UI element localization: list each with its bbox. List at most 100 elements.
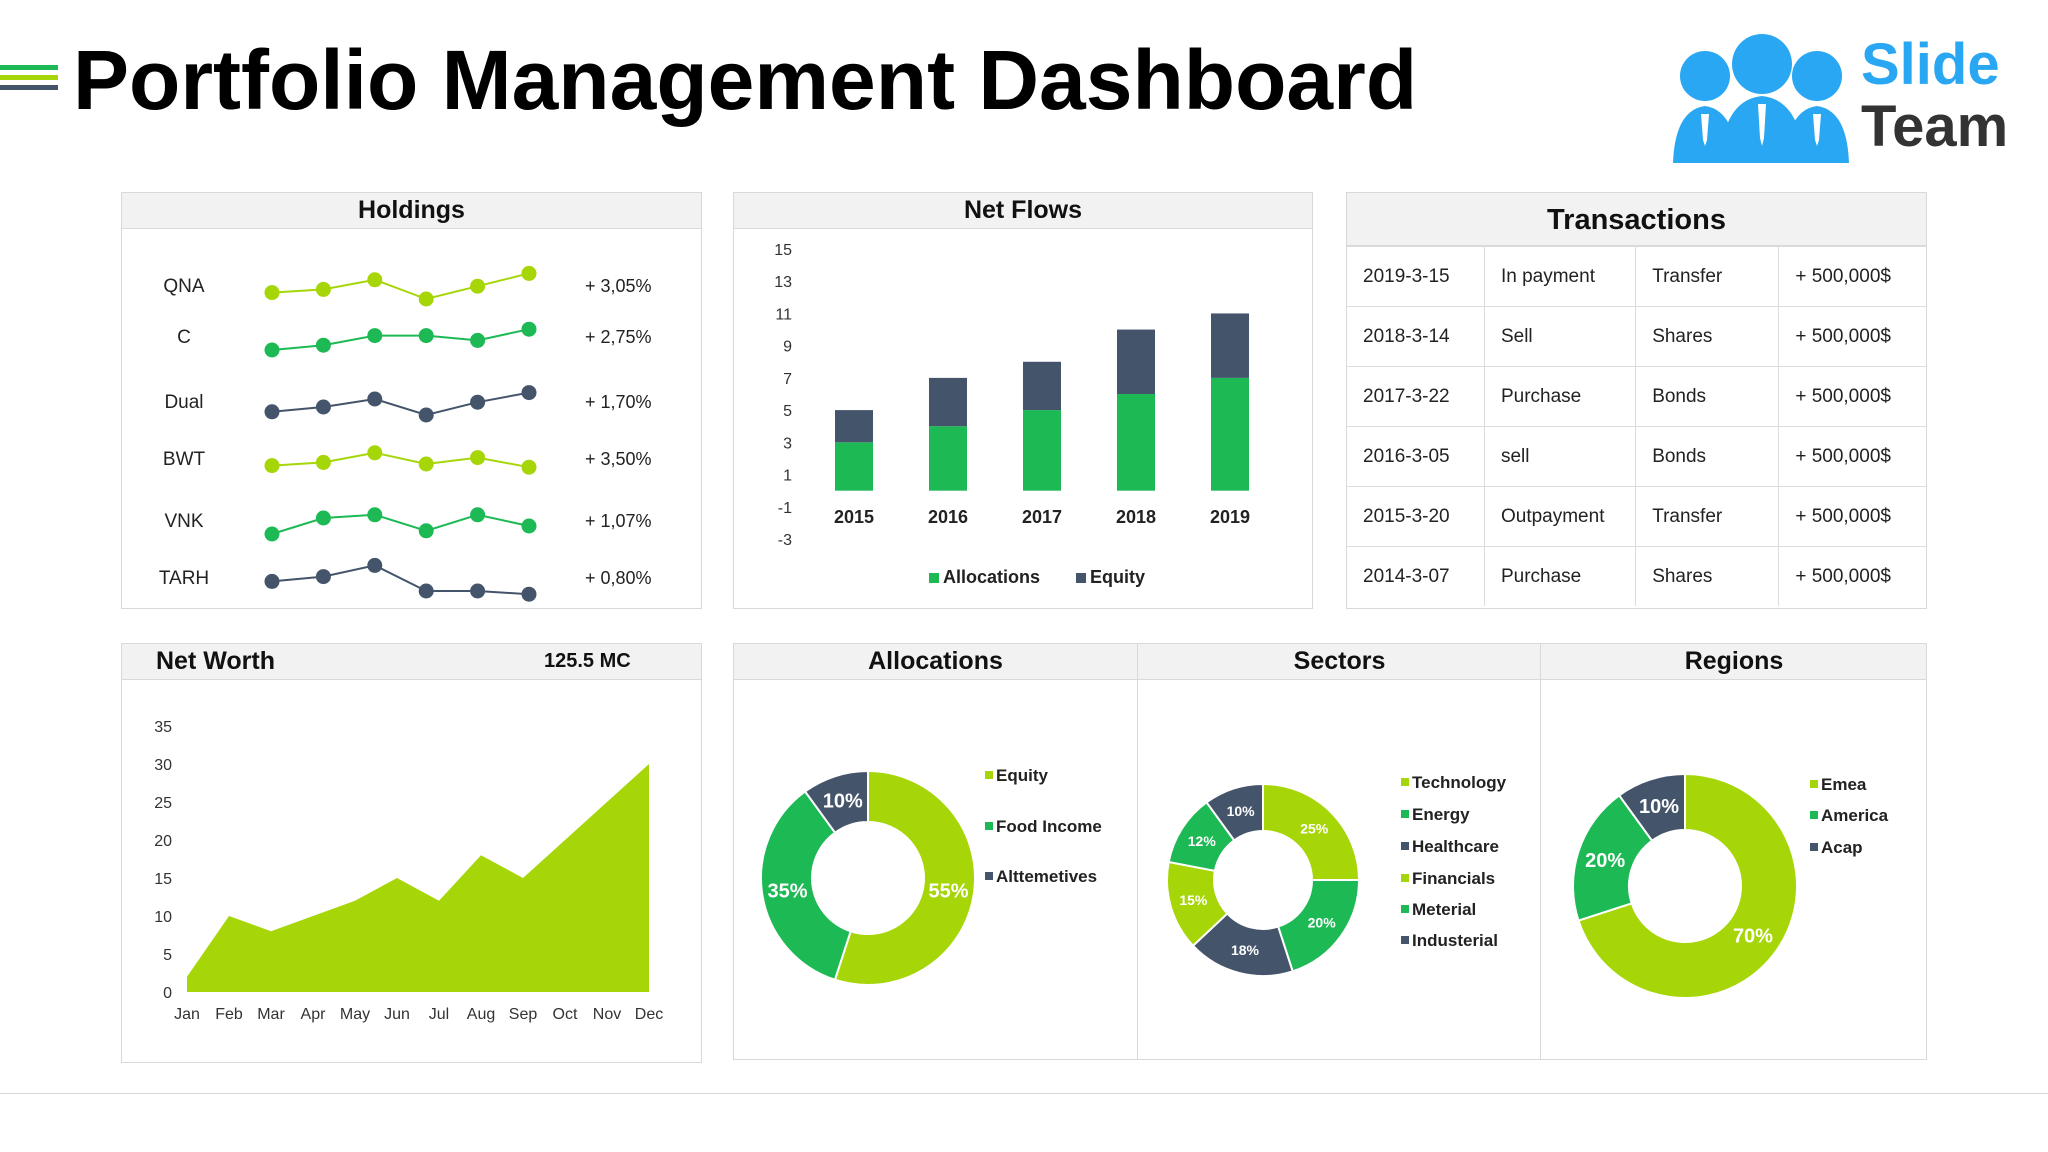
net-flows-x-tick: 2016 [928,507,968,527]
net-flows-title: Net Flows [734,193,1312,229]
transaction-cell: Shares [1635,306,1780,367]
regions-slice-label: 10% [1639,796,1679,818]
allocations-slice [803,769,869,835]
holding-sparkline [271,564,530,596]
net-worth-y-tick: 25 [154,795,172,812]
regions-legend-label: America [1821,806,1889,825]
net-worth-y-tick: 30 [154,757,172,774]
holding-point [367,557,383,573]
net-flows-panel: Net Flows 15 13 11 9 7 5 3 1 -1 -3 2015 2016 2017 201… [733,192,1313,609]
allocations-legend-swatch [985,872,993,880]
net-worth-x-tick: Jan [174,1006,200,1023]
slide-team-logo: Slide Team [1673,32,2008,163]
regions-legend-label: Acap [1821,838,1863,857]
allocations-legend-swatch [985,771,993,779]
net-worth-x-tick: May [340,1006,370,1023]
net-flows-y-tick: -3 [778,532,792,549]
allocations-slice [760,790,852,982]
net-flows-y-tick: 1 [783,468,792,485]
sectors-slice-label: 18% [1231,942,1260,958]
net-worth-x-tick: Sep [509,1006,538,1023]
net-flows-y-tick: 11 [775,306,792,323]
holding-sparkline [271,328,530,351]
holdings-sparklines: QNA + 3,05% C + 2,75% Dual + 1,70% BWT + 3,50% V… [159,265,652,602]
transaction-cell: Bonds [1635,366,1780,427]
holding-sparkline [271,513,530,535]
allocations-slice-label: 55% [928,881,968,903]
holding-name: Dual [164,392,203,413]
net-flows-chart: 15 13 11 9 7 5 3 1 -1 -3 2015 2016 2017 2018 2019 Alloc… [774,242,1250,587]
net-worth-y-tick: 15 [154,871,172,888]
transaction-cell: 2019-3-15 [1347,246,1485,307]
holding-point [367,391,383,407]
holding-sparkline [271,391,530,417]
sectors-title: Sectors [1137,644,1541,679]
sectors-legend-label: Industerial [1412,931,1498,950]
regions-legend-swatch [1810,843,1818,851]
transaction-row: 2016-3-05 sell Bonds + 500,000$ [1347,426,1926,487]
regions-slice-label: 70% [1733,925,1773,947]
transaction-row: 2019-3-15 In payment Transfer + 500,000$ [1347,246,1926,307]
holding-point [315,510,331,526]
holding-name: BWT [163,449,206,470]
transactions-panel: Transactions 2019-3-15 In payment Transfer… [1346,192,1927,609]
holding-point [470,278,486,294]
holding-point [367,507,383,523]
holding-point [315,454,331,470]
holding-name: TARH [159,568,209,589]
transaction-cell: Transfer [1635,246,1780,307]
breakdown-header: Allocations Sectors Regions [734,644,1926,680]
holding-change: + 0,80% [585,568,652,588]
holding-point [521,586,537,602]
net-worth-panel: Net Worth 125.5 MC 35 30 25 20 15 10 5 0 Jan Feb M… [121,643,702,1063]
net-flows-y-tick: 7 [783,371,792,388]
transaction-cell: 2018-3-14 [1347,306,1485,367]
net-flows-bar [1211,313,1249,378]
sectors-slice-label: 15% [1179,892,1208,908]
net-flows-bar [1211,377,1249,491]
holding-sparkline [271,272,530,301]
sectors-legend-label: Financials [1412,869,1495,888]
holding-change: + 1,70% [585,392,652,412]
transaction-cell: Transfer [1635,486,1780,547]
transaction-cell: 2017-3-22 [1347,366,1485,427]
allocations-legend-label: Food Income [996,817,1102,836]
holding-point [521,459,537,475]
holding-point [315,399,331,415]
holding-point [521,518,537,534]
net-worth-x-tick: Nov [593,1006,621,1023]
net-flows-x-tick: 2018 [1116,507,1156,527]
net-flows-bar [1023,410,1061,491]
net-flows-bar [1117,329,1155,394]
holding-point [521,385,537,401]
holdings-title: Holdings [122,193,701,229]
allocations-legend-label: Alttemetives [996,867,1097,886]
net-worth-x-tick: Aug [467,1006,495,1023]
net-worth-y-tick: 10 [154,909,172,926]
holding-point [418,456,434,472]
sectors-slice-label: 20% [1308,915,1337,931]
allocations-title: Allocations [868,647,1003,675]
logo-text-slide: Slide [1861,32,2000,97]
sectors-slice-label: 10% [1227,803,1256,819]
regions-legend-swatch [1810,811,1818,819]
holding-point [418,407,434,423]
holding-point [264,573,280,589]
holding-point [367,328,383,344]
transaction-cell: Sell [1484,306,1637,367]
net-flows-x-tick: 2015 [834,507,874,527]
net-flows-x-tick: 2017 [1022,507,1062,527]
sectors-legend-swatch [1401,842,1409,850]
holdings-panel: Holdings QNA + 3,05% C + 2,75% Dual + 1,70% BW… [121,192,702,609]
transactions-title: Transactions [1347,193,1926,246]
holding-point [315,281,331,297]
footer-divider [0,1093,2048,1094]
sectors-legend-swatch [1401,778,1409,786]
holding-point [470,507,486,523]
sectors-slice-label: 12% [1188,833,1217,849]
net-flows-y-tick: 9 [783,339,792,356]
holding-point [367,272,383,288]
transaction-row: 2018-3-14 Sell Shares + 500,000$ [1347,306,1926,367]
net-worth-y-tick: 35 [154,719,172,736]
net-flows-y-tick: 15 [774,242,792,259]
